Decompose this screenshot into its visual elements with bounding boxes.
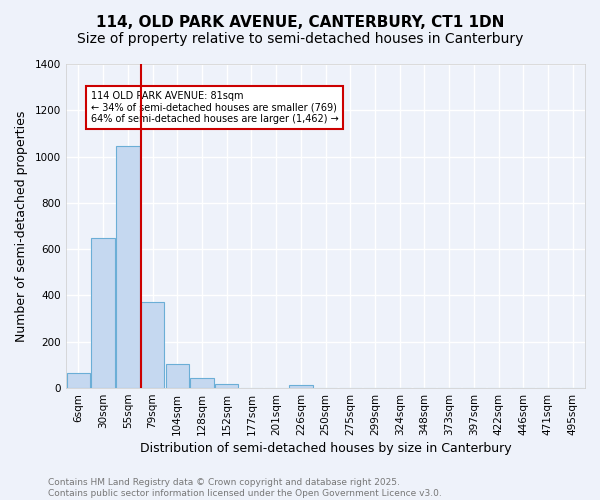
Bar <box>166 364 189 388</box>
Y-axis label: Number of semi-detached properties: Number of semi-detached properties <box>15 110 28 342</box>
Text: Size of property relative to semi-detached houses in Canterbury: Size of property relative to semi-detach… <box>77 32 523 46</box>
Bar <box>289 386 313 388</box>
Bar <box>215 384 238 388</box>
Bar <box>141 302 164 388</box>
Bar <box>91 238 115 388</box>
X-axis label: Distribution of semi-detached houses by size in Canterbury: Distribution of semi-detached houses by … <box>140 442 511 455</box>
Text: 114 OLD PARK AVENUE: 81sqm
← 34% of semi-detached houses are smaller (769)
64% o: 114 OLD PARK AVENUE: 81sqm ← 34% of semi… <box>91 90 338 124</box>
Text: Contains HM Land Registry data © Crown copyright and database right 2025.
Contai: Contains HM Land Registry data © Crown c… <box>48 478 442 498</box>
Text: 114, OLD PARK AVENUE, CANTERBURY, CT1 1DN: 114, OLD PARK AVENUE, CANTERBURY, CT1 1D… <box>96 15 504 30</box>
Bar <box>116 146 140 388</box>
Bar <box>190 378 214 388</box>
Bar <box>67 373 90 388</box>
